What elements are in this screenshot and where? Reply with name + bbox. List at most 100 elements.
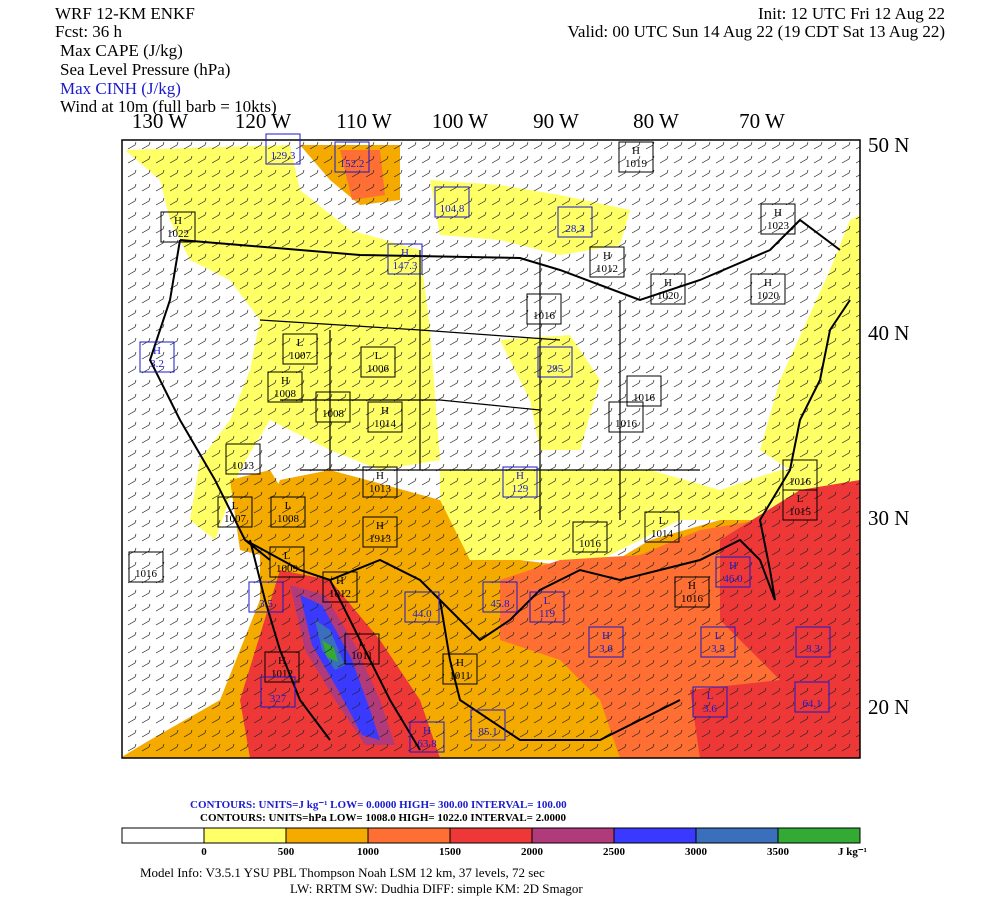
cinh-center-mark: L (715, 630, 722, 642)
field-name: Max CINH (J/kg) (60, 79, 181, 98)
cinh-center-value: 63.8 (417, 738, 437, 750)
colorbar-swatch (367, 827, 451, 844)
cinh-center-value: 3.5 (711, 643, 725, 655)
pressure-center-box (367, 401, 403, 433)
cinh-center-box (588, 626, 624, 658)
colorbar-label: 1000 (357, 846, 380, 858)
cinh-center-box (700, 626, 736, 658)
pressure-center-box (572, 521, 608, 553)
pressure-center-value: 1008 (322, 408, 345, 420)
pressure-center-value: 1008 (277, 513, 300, 525)
pressure-center-value: 1015 (789, 506, 812, 518)
pressure-center-box (608, 401, 644, 433)
cinh-center-box (248, 581, 284, 613)
cinh-center-mark: L (544, 595, 551, 607)
cinh-center: H3.6 (588, 626, 624, 658)
lon-label: 130 W (132, 109, 188, 133)
pressure-center-value: 1012 (596, 263, 618, 275)
pressure-center-value: 1019 (625, 158, 648, 170)
pressure-center: 1016 (782, 459, 818, 491)
pressure-center-box (128, 551, 164, 583)
colorbar-label: 2000 (521, 846, 544, 858)
cinh-center-value: 28.3 (565, 223, 585, 235)
model-title: WRF 12-KM ENKF (55, 4, 195, 23)
pressure-center: 1016 (572, 521, 608, 553)
cinh-center-mark: L (707, 690, 714, 702)
pressure-center-box (760, 203, 796, 235)
lon-label: 80 W (633, 109, 679, 133)
pressure-center-mark: L (232, 500, 239, 512)
pressure-center-value: 1016 (135, 568, 158, 580)
colorbar-label: 500 (278, 846, 295, 858)
colorbar-label: 1500 (439, 846, 462, 858)
state-borders (259, 250, 700, 520)
cinh-center-mark: H (602, 630, 610, 642)
cinh-center-mark: H (516, 470, 524, 482)
pressure-center-value: 1011 (351, 650, 373, 662)
coastline (148, 218, 851, 751)
pressure-center-mark: H (688, 580, 696, 592)
colorbar-swatch (613, 827, 697, 844)
pressure-center-box (650, 273, 686, 305)
pressure-center-box (362, 466, 398, 498)
colorbar-unit: J kg⁻¹ (838, 846, 867, 858)
colorbar-label: 3000 (685, 846, 708, 858)
pressure-center-value: 1009 (276, 563, 299, 575)
pressure-center-value: 1006 (367, 363, 390, 375)
pressure-center-mark: L (797, 493, 804, 505)
pressure-center-mark: H (376, 470, 384, 482)
pressure-center-value: 1013 (232, 460, 255, 472)
pressure-center-mark: H (664, 277, 672, 289)
pressure-center-value: 1016 (533, 310, 556, 322)
pressure-center-box (782, 459, 818, 491)
pressure-center-mark: L (375, 350, 382, 362)
cinh-center-box (387, 243, 423, 275)
map-frame (121, 139, 861, 759)
colorbar-label: 3500 (767, 846, 790, 858)
pressure-center-mark: H (774, 207, 782, 219)
lon-label: 120 W (235, 109, 291, 133)
pressure-center-box (674, 576, 710, 608)
colorbar: 0 500 1000 1500 2000 2500 3000 3500 J kg⁻¹ (121, 827, 867, 858)
pressure-center-value: 1007 (224, 513, 247, 525)
cinh-center-box (334, 141, 370, 173)
pressure-center-mark: L (284, 550, 291, 562)
cinh-center-value: 3.2 (150, 358, 164, 370)
pressure-center-box (360, 346, 396, 378)
cinh-center-mark: H (729, 560, 737, 572)
pressure-center-box (315, 391, 351, 423)
cinh-center-value: 104.8 (440, 203, 465, 215)
cinh-center-value: 44.0 (412, 608, 432, 620)
cinh-center: 104.8 (434, 186, 470, 218)
pressure-center-value: 1022 (167, 228, 189, 240)
pressure-center-mark: L (359, 637, 366, 649)
field-name: Max CAPE (J/kg) (60, 41, 183, 60)
cinh-center-box (260, 676, 296, 708)
cinh-center-value: 129.3 (271, 150, 296, 162)
cinh-center-box (502, 466, 538, 498)
pressure-center-mark: L (297, 337, 304, 349)
wind-barbs (122, 140, 860, 758)
cinh-center-box (409, 721, 445, 753)
pressure-center: 1008 (315, 391, 351, 423)
pressure-center: 1013 (225, 443, 261, 475)
pressure-center-box (626, 375, 662, 407)
cinh-center: 85.1 (470, 709, 506, 741)
pressure-center-box (270, 496, 306, 528)
pressure-center-value: 1016 (789, 476, 812, 488)
cinh-center-value: 85.1 (478, 726, 497, 738)
pressure-center-mark: H (381, 405, 389, 417)
pressure-center-value: 1016 (681, 593, 704, 605)
pressure-center-value: 1013 (369, 483, 392, 495)
